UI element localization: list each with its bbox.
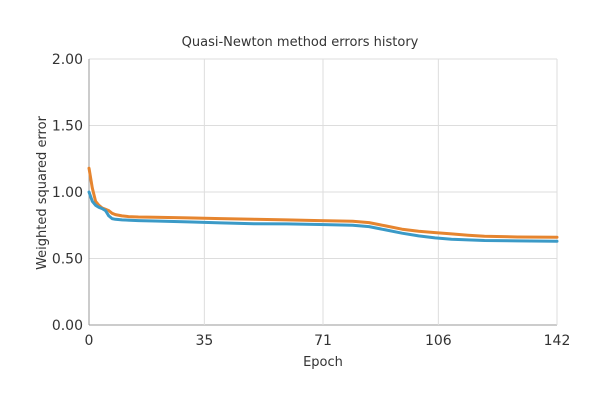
x-axis: 0 35 71 106 142 [85, 333, 571, 349]
y-tick-label: 0.50 [52, 252, 83, 268]
grid [88, 58, 558, 326]
y-tick-label: 1.00 [52, 185, 83, 201]
x-tick-label: 142 [544, 333, 571, 349]
y-tick-label: 1.50 [52, 119, 83, 135]
chart-title: Quasi-Newton method errors history [182, 35, 419, 50]
x-tick-label: 106 [425, 333, 452, 349]
series-group [87, 166, 559, 243]
y-axis: 0.00 0.50 1.00 1.50 2.00 [52, 52, 83, 334]
x-tick-label: 35 [195, 333, 213, 349]
y-tick-label: 2.00 [52, 52, 83, 68]
x-axis-title: Epoch [303, 355, 343, 370]
x-tick-label: 0 [85, 333, 94, 349]
series-line-2 [87, 190, 559, 243]
y-tick-label: 0.00 [52, 318, 83, 334]
x-tick-label: 71 [314, 333, 332, 349]
y-axis-title: Weighted squared error [35, 115, 50, 269]
